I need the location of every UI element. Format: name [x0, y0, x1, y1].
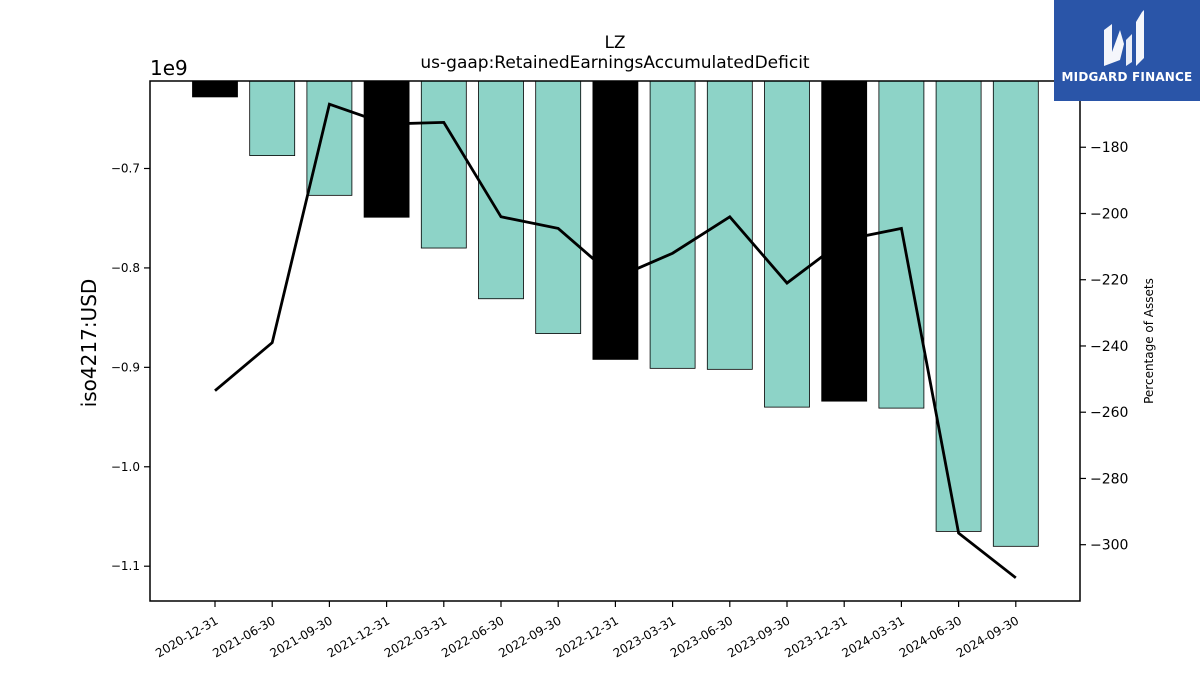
y-axis-label: iso4217:USD [77, 279, 101, 408]
y2-tick-label: −260 [1090, 405, 1128, 421]
x-tick-label: 2022-03-31 [382, 613, 449, 660]
y2-tick-label: −240 [1090, 339, 1128, 355]
x-tick-label: 2023-09-30 [725, 613, 792, 660]
x-tick-label: 2021-12-31 [325, 613, 392, 660]
chart-title: LZ [604, 33, 625, 53]
brand-logo: MIDGARD FINANCE [1054, 0, 1200, 101]
x-tick-label: 2020-12-31 [153, 613, 220, 660]
bar-2024-06-30 [935, 80, 982, 532]
bar-2024-03-31 [878, 80, 925, 409]
bar-2024-09-30 [992, 80, 1039, 547]
logo-text: MIDGARD FINANCE [1061, 70, 1193, 84]
y2-tick-label: −220 [1090, 273, 1128, 289]
y-tick-label: −1.0 [111, 460, 140, 474]
left-axis-ticks: −0.7 −0.8 −0.9 −1.0 −1.1 [111, 161, 150, 573]
percentage-line [214, 102, 1017, 579]
x-tick-label: 2024-09-30 [954, 613, 1021, 660]
y2-tick-label: −200 [1090, 206, 1128, 222]
chart-subtitle: us-gaap:RetainedEarningsAccumulatedDefic… [420, 53, 810, 73]
bar-2023-03-31 [649, 80, 696, 369]
x-tick-label: 2022-12-31 [553, 613, 620, 660]
bar-2020-12-31 [192, 80, 238, 98]
x-tick-label: 2024-06-30 [897, 613, 964, 660]
midgard-logo-icon [1104, 10, 1144, 66]
y2-tick-label: −180 [1090, 140, 1128, 156]
bar-2022-09-30 [535, 80, 582, 334]
y-tick-label: −0.9 [111, 360, 140, 374]
bar-2023-09-30 [764, 80, 810, 408]
bar-group [192, 80, 1039, 547]
x-tick-label: 2022-09-30 [496, 613, 563, 660]
x-tick-label: 2021-09-30 [267, 613, 334, 660]
bar-2021-06-30 [249, 80, 296, 156]
bar-2021-12-31 [363, 80, 410, 218]
y-tick-label: −0.8 [111, 261, 140, 275]
y2-axis-label: Percentage of Assets [1142, 278, 1156, 404]
x-tick-label: 2022-06-30 [439, 613, 506, 660]
x-tick-label: 2021-06-30 [210, 613, 277, 660]
x-tick-label: 2024-03-31 [839, 613, 906, 660]
x-tick-label: 2023-12-31 [782, 613, 849, 660]
x-tick-label: 2023-06-30 [668, 613, 735, 660]
bar-2022-03-31 [420, 80, 467, 249]
right-axis-ticks: −180 −200 −220 −240 −260 −280 −300 [1080, 140, 1128, 554]
x-axis-ticks: 2020-12-312021-06-302021-09-302021-12-31… [153, 601, 1021, 660]
bar-2022-12-31 [592, 80, 639, 360]
y-tick-label: −0.7 [111, 161, 140, 175]
y2-tick-label: −280 [1090, 471, 1128, 487]
bar-2021-09-30 [306, 80, 353, 196]
y-tick-label: −1.1 [111, 559, 140, 573]
x-tick-label: 2023-03-31 [611, 613, 678, 660]
y2-tick-label: −300 [1090, 538, 1128, 554]
y-scale-label: 1e9 [150, 56, 188, 80]
